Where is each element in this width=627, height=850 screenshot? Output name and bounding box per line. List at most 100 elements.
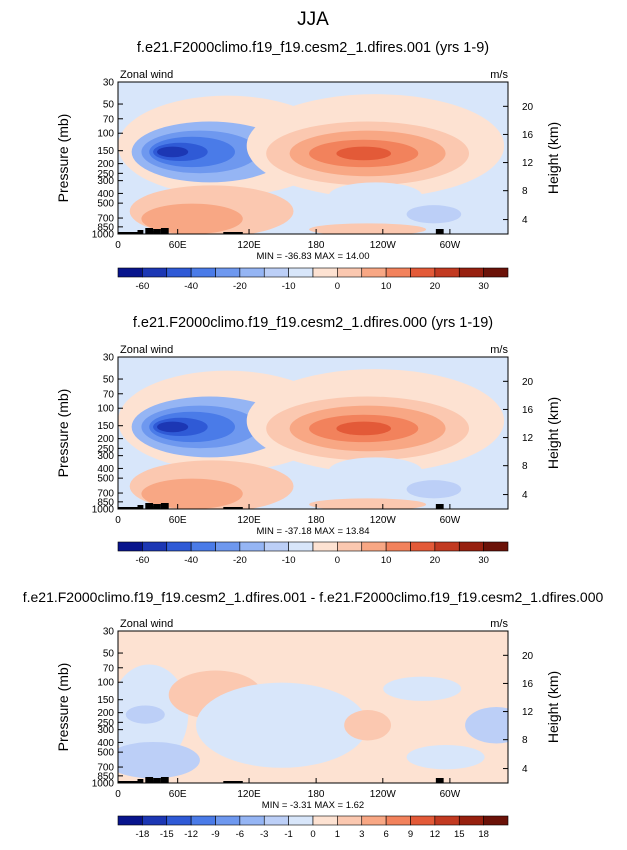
height-tick-label: 12 (522, 158, 534, 169)
contour-region (328, 182, 423, 210)
colorbar-tick-label: -20 (233, 555, 247, 566)
y-tick-label: 850 (97, 771, 114, 782)
height-tick-label: 8 (522, 461, 528, 472)
colorbar-swatch (263, 815, 289, 826)
topography (145, 503, 154, 509)
y-tick-label: 100 (97, 678, 114, 689)
topography (118, 232, 138, 234)
y-tick-label: 1000 (92, 505, 115, 516)
y-tick-label: 850 (97, 222, 114, 233)
topography (118, 507, 138, 509)
y-tick-label: 700 (97, 214, 114, 225)
height-tick-label: 16 (522, 679, 534, 690)
colorbar-swatch (166, 267, 192, 278)
y-tick-label: 50 (103, 649, 115, 660)
height-tick-label: 4 (522, 764, 528, 775)
colorbar-swatch (142, 815, 168, 826)
colorbar-swatch (385, 815, 411, 826)
units-label: m/s (490, 618, 508, 630)
x-tick-label: 180 (308, 789, 325, 800)
colorbar-tick-label: 6 (383, 829, 388, 840)
colorbar-tick-label: -20 (233, 281, 247, 292)
y-axis-label: Pressure (mb) (55, 663, 71, 752)
colorbar-swatch (337, 267, 363, 278)
contour-region (125, 705, 165, 724)
colorbar-swatch (239, 541, 265, 552)
figure-title: JJA (297, 9, 329, 30)
contour-region (157, 421, 189, 433)
colorbar-tick-label: 0 (335, 555, 340, 566)
topography (153, 506, 159, 509)
panel-title: f.e21.F2000climo.f19_f19.cesm2_1.dfires.… (133, 315, 493, 331)
contour-region (344, 710, 391, 741)
stats-label: MIN = -37.18 MAX = 13.84 (256, 526, 369, 537)
panel-title: f.e21.F2000climo.f19_f19.cesm2_1.dfires.… (137, 40, 489, 56)
colorbar-swatch (190, 541, 216, 552)
topography (160, 777, 169, 783)
units-label: m/s (490, 69, 508, 81)
panel-3: f.e21.F2000climo.f19_f19.cesm2_1.dfires.… (23, 589, 604, 840)
colorbar-swatch (166, 541, 192, 552)
x-tick-label: 0 (115, 240, 121, 251)
y-tick-label: 300 (97, 725, 114, 736)
topography (160, 228, 169, 234)
y-tick-label: 150 (97, 146, 114, 157)
y-tick-label: 200 (97, 434, 114, 445)
y-tick-label: 150 (97, 421, 114, 432)
topography (145, 228, 154, 234)
colorbar-swatch (361, 541, 387, 552)
x-tick-label: 0 (115, 789, 121, 800)
colorbar-tick-label: -6 (236, 829, 244, 840)
topography (137, 230, 144, 234)
colorbar-tick-label: 9 (408, 829, 413, 840)
topography (435, 229, 444, 234)
x-tick-label: 60W (440, 789, 461, 800)
topography (137, 779, 144, 783)
stats-label: MIN = -36.83 MAX = 14.00 (256, 251, 369, 262)
colorbar-swatch (410, 815, 436, 826)
y-tick-label: 70 (103, 663, 115, 674)
variable-label: Zonal wind (120, 344, 173, 356)
plot-frame (117, 356, 509, 510)
colorbar-swatch (117, 815, 143, 826)
colorbar-swatch (263, 541, 289, 552)
height-tick-label: 20 (522, 651, 534, 662)
contour-region (336, 146, 392, 161)
colorbar-swatch (288, 267, 314, 278)
height-tick-label: 12 (522, 707, 534, 718)
topography (118, 781, 138, 783)
colorbar-swatch (142, 541, 168, 552)
colorbar-swatch (361, 815, 387, 826)
y-tick-label: 100 (97, 404, 114, 415)
colorbar-swatch (312, 267, 338, 278)
colorbar-swatch (117, 541, 143, 552)
x-tick-label: 120E (237, 515, 261, 526)
height-tick-label: 4 (522, 215, 528, 226)
variable-label: Zonal wind (120, 69, 173, 81)
topography (153, 780, 159, 783)
y-tick-label: 700 (97, 489, 114, 500)
colorbar-swatch (385, 541, 411, 552)
right-axis-label: Height (km) (545, 122, 561, 194)
y-tick-label: 30 (103, 353, 115, 364)
plot-frame (117, 81, 509, 235)
colorbar-tick-label: 1 (335, 829, 340, 840)
stats-label: MIN = -3.31 MAX = 1.62 (262, 800, 364, 811)
colorbar-tick-label: 10 (381, 555, 392, 566)
contour-region (309, 498, 427, 509)
panel-1: f.e21.F2000climo.f19_f19.cesm2_1.dfires.… (55, 40, 561, 292)
y-tick-label: 700 (97, 763, 114, 774)
height-tick-label: 16 (522, 405, 534, 416)
colorbar-tick-label: 20 (430, 555, 441, 566)
colorbar-swatch (361, 267, 387, 278)
colorbar-tick-label: 20 (430, 281, 441, 292)
y-tick-label: 500 (97, 474, 114, 485)
y-tick-label: 1000 (92, 779, 115, 790)
contour-region (141, 478, 243, 509)
topography (223, 507, 243, 509)
contour-region (336, 421, 392, 436)
colorbar-swatch (434, 267, 460, 278)
colorbar-swatch (385, 267, 411, 278)
contour-region (465, 707, 508, 744)
